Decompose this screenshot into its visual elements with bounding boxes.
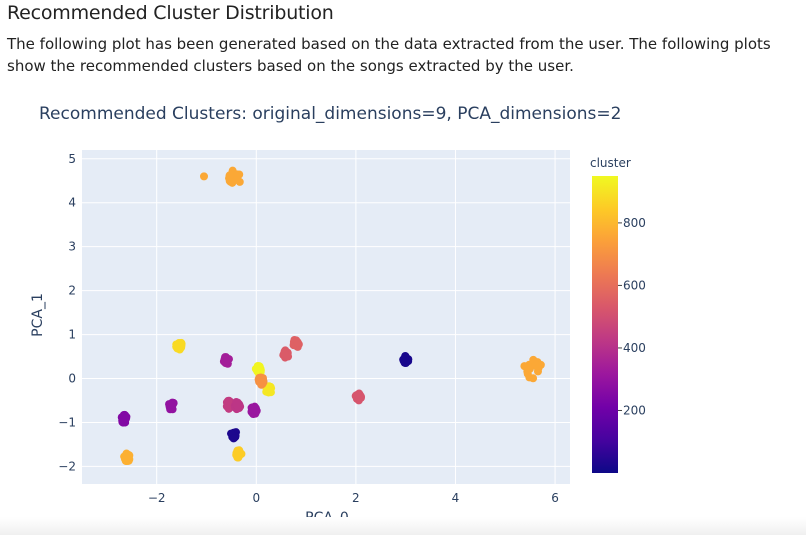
cluster-10 [279,346,293,362]
x-tick-label: 4 [452,491,460,505]
cluster-15 [247,402,261,419]
colorbar-tick-label: 600 [623,278,646,292]
cluster-11 [351,389,366,405]
cluster-7 [262,382,276,397]
page-description: The following plot has been generated ba… [7,35,771,75]
cluster-12 [222,396,236,413]
colorbar-tick-label: 400 [623,341,646,355]
data-point [223,355,232,364]
cluster-16 [165,398,178,414]
data-point [122,414,131,423]
data-point [529,355,538,364]
cluster-9 [289,335,303,351]
plot-area [82,150,570,484]
colorbar [592,176,618,473]
data-point [123,453,132,462]
cluster-18 [227,428,241,443]
cluster-3 [120,449,134,466]
y-tick-label: 5 [68,152,76,166]
x-tick-label: −2 [148,491,166,505]
cluster-6 [251,361,265,378]
cluster-13 [230,398,245,414]
y-tick-label: 1 [68,328,76,342]
data-point [200,172,208,181]
chart-title: Recommended Clusters: original_dimension… [39,104,621,124]
colorbar-ticks: 200 400 600 800 [618,216,646,417]
data-point [293,339,302,348]
y-axis-label: PCA_1 [30,293,46,337]
data-point [264,383,273,392]
page-heading: Recommended Cluster Distribution [7,2,334,24]
y-tick-label: 0 [68,372,76,386]
data-point [234,453,243,462]
data-point [353,390,362,399]
cluster-5 [172,338,186,354]
y-tick-label: 3 [68,240,76,254]
data-point [520,362,529,371]
cluster-4 [232,446,246,462]
grid-lines [82,150,570,484]
colorbar-title: cluster [590,156,631,170]
data-point [258,375,267,384]
colorbar-tick-label: 200 [623,403,646,417]
data-point [228,178,237,187]
bottom-fade [0,517,806,535]
x-tick-label: 2 [352,491,360,505]
data-point [224,396,233,405]
data-point [229,434,238,443]
y-tick-label: 2 [68,284,76,298]
data-point [253,365,262,374]
data-point [533,367,542,376]
data-point [280,349,289,358]
data-point [399,355,408,364]
data-point [233,401,242,410]
data-point [166,400,175,409]
cluster-17 [117,410,131,427]
y-tick-label: −2 [58,459,76,473]
cluster-0 [225,166,244,187]
cluster-1 [200,172,208,181]
data-point [252,406,261,415]
cluster-19 [399,351,413,368]
data-point [233,446,242,455]
data-points [117,166,545,466]
cluster-8 [254,373,268,389]
x-tick-label: 6 [551,491,559,505]
y-tick-label: 4 [68,196,76,210]
y-tick-label: −1 [58,415,76,429]
colorbar-tick-label: 800 [623,216,646,230]
cluster-2 [520,355,545,383]
x-tick-label: 0 [252,491,260,505]
data-point [225,171,234,180]
data-point [525,373,534,382]
cluster-14 [219,353,233,368]
data-point [174,343,183,352]
axis-ticks: −2 0 2 4 6 −2 −1 0 1 2 3 4 5 [58,152,559,505]
